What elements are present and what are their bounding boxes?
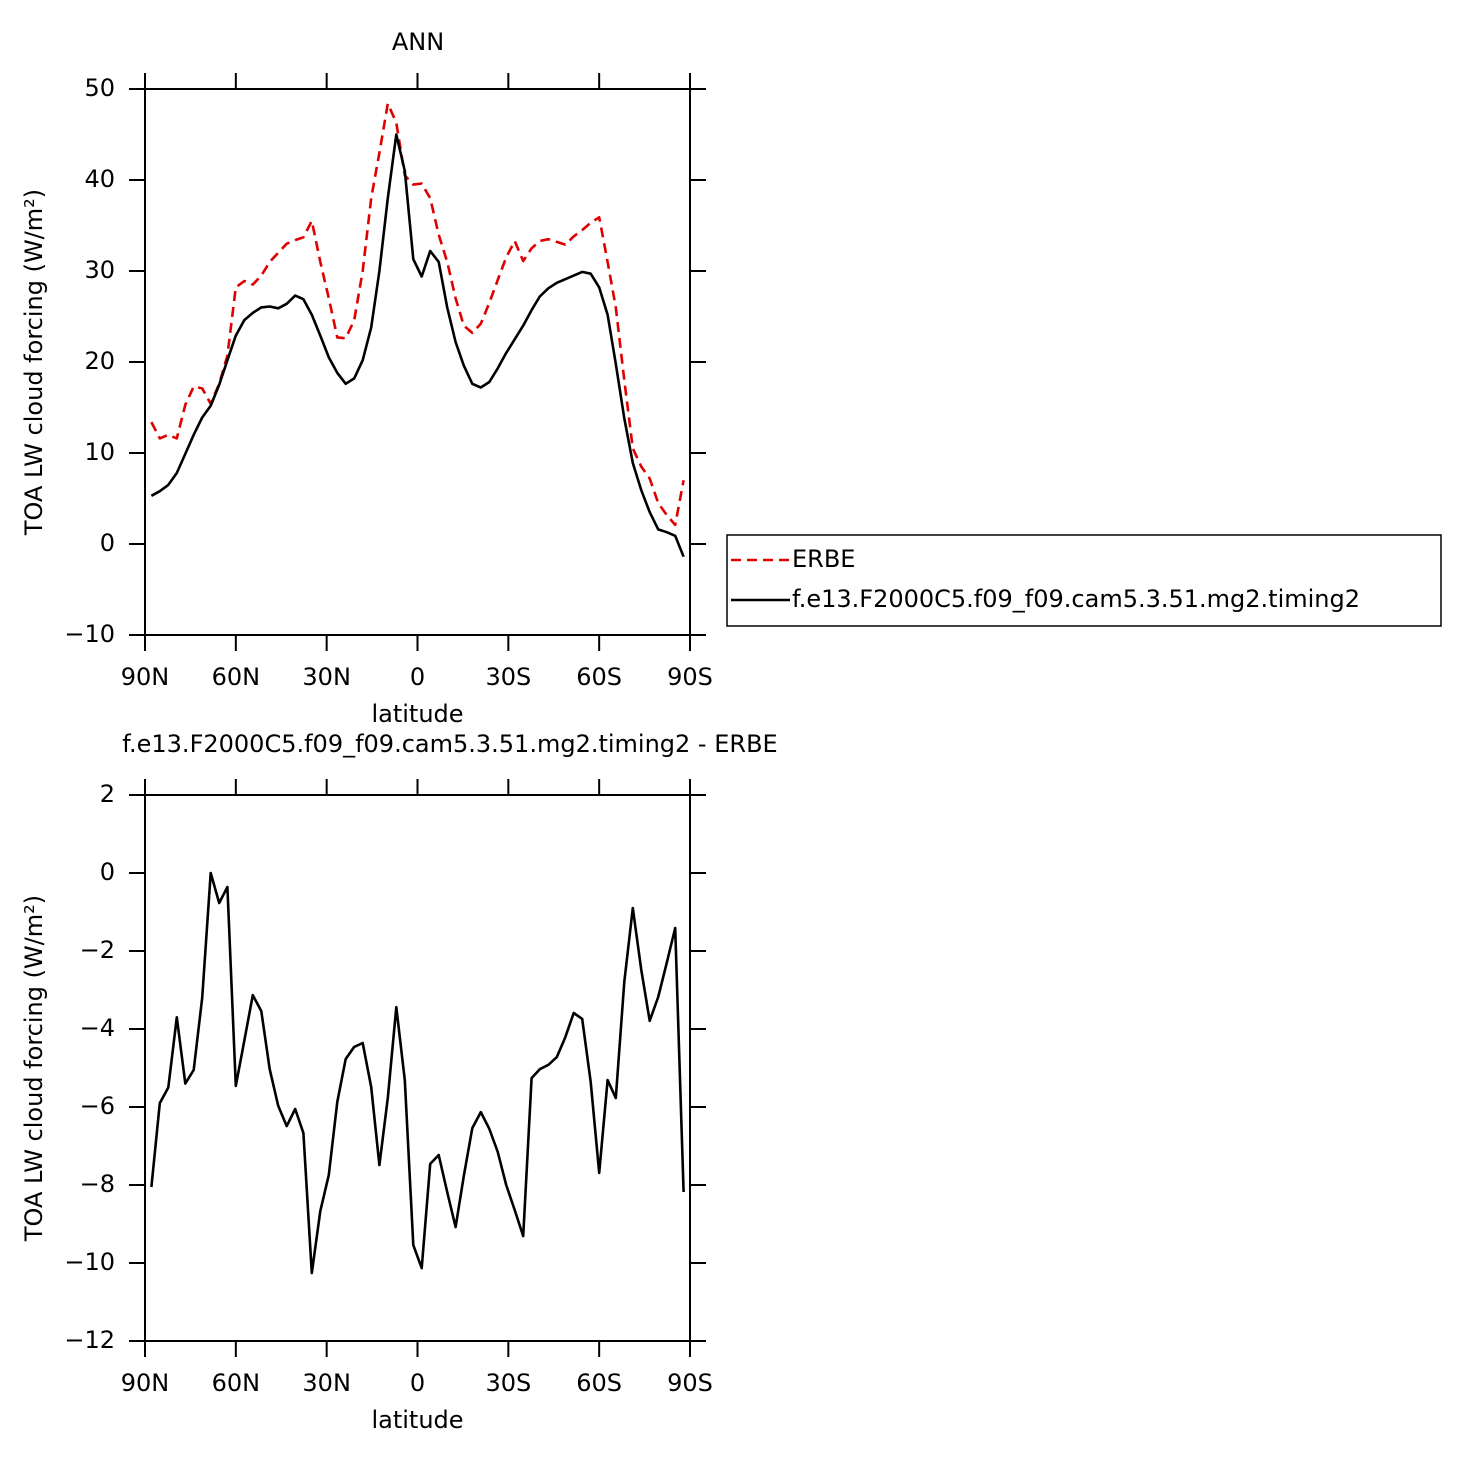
y-tick-label: −10: [64, 1248, 115, 1276]
x-tick-label: 90S: [667, 1369, 713, 1397]
x-tick-label: 30N: [302, 1369, 351, 1397]
y-tick-label: −6: [80, 1092, 115, 1120]
y-tick-label: 10: [84, 438, 115, 466]
data-line: [150, 133, 685, 558]
x-tick-label: 30S: [485, 1369, 531, 1397]
x-axis-label: latitude: [371, 700, 463, 728]
data-line: [150, 871, 685, 1275]
plot-frame: [144, 88, 691, 636]
x-tick-label: 30S: [485, 663, 531, 691]
y-tick-label: −12: [64, 1326, 115, 1354]
y-tick-label: −8: [80, 1170, 115, 1198]
y-axis-label: TOA LW cloud forcing (W/m²): [20, 189, 48, 536]
y-tick-label: 0: [100, 858, 115, 886]
x-axis-label: latitude: [371, 1406, 463, 1434]
x-tick-label: 90N: [121, 663, 170, 691]
y-tick-label: −10: [64, 620, 115, 648]
y-tick-label: 40: [84, 165, 115, 193]
y-tick-label: 2: [100, 780, 115, 808]
legend-label: ERBE: [792, 545, 855, 573]
plot-frame: [144, 794, 691, 1342]
x-tick-label: 0: [410, 663, 425, 691]
chart-title: f.e13.F2000C5.f09_f09.cam5.3.51.mg2.timi…: [122, 730, 777, 758]
x-tick-label: 0: [410, 1369, 425, 1397]
data-line: [150, 102, 685, 527]
x-tick-label: 60S: [576, 1369, 622, 1397]
y-tick-label: 20: [84, 347, 115, 375]
x-tick-label: 90N: [121, 1369, 170, 1397]
y-tick-label: −4: [80, 1014, 115, 1042]
chart-title: ANN: [392, 28, 444, 56]
x-tick-label: 60N: [212, 663, 261, 691]
y-tick-label: 50: [84, 74, 115, 102]
y-tick-label: 0: [100, 529, 115, 557]
y-tick-label: 30: [84, 256, 115, 284]
y-axis-label: TOA LW cloud forcing (W/m²): [20, 895, 48, 1242]
legend-label: f.e13.F2000C5.f09_f09.cam5.3.51.mg2.timi…: [792, 585, 1360, 613]
x-tick-label: 90S: [667, 663, 713, 691]
legend-box: [726, 534, 1442, 627]
y-tick-label: −2: [80, 936, 115, 964]
x-tick-label: 60S: [576, 663, 622, 691]
x-tick-label: 30N: [302, 663, 351, 691]
x-tick-label: 60N: [212, 1369, 261, 1397]
